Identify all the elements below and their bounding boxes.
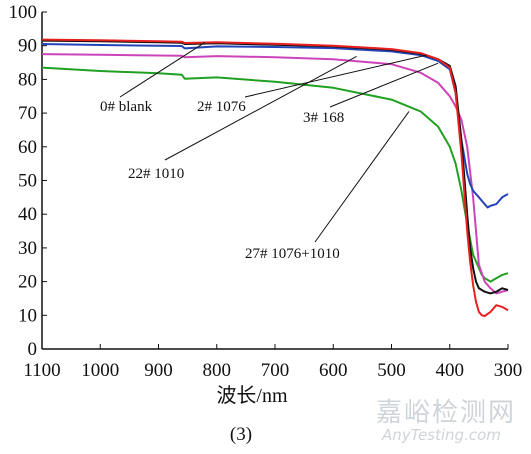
series-line-0-blank xyxy=(41,38,509,317)
plot-frame xyxy=(41,12,508,350)
annotation-leader-line xyxy=(119,41,206,98)
x-tick-label: 900 xyxy=(144,360,173,381)
annotation-label: 2# 1076 xyxy=(197,99,246,115)
y-tick-label: 50 xyxy=(18,171,37,192)
annotation-label: 27# 1076+1010 xyxy=(245,246,340,262)
x-ticks: 1100 1000 900 800 700 600 500 400 300 xyxy=(23,344,522,381)
x-tick-label: 400 xyxy=(436,360,465,381)
x-tick-label: 800 xyxy=(203,360,232,381)
y-tick-label: 0 xyxy=(28,339,38,360)
watermark-en: AnyTesting.com xyxy=(382,426,501,444)
series-line-27-1076-1010 xyxy=(41,66,509,283)
x-axis-title: 波长/nm xyxy=(216,384,288,407)
annotation-leader-line xyxy=(329,62,439,108)
y-tick-label: 30 xyxy=(18,238,37,259)
annotation-label: 0# blank xyxy=(100,99,153,115)
figure-caption: (3) xyxy=(230,424,252,445)
y-tick-label: 100 xyxy=(9,2,38,23)
y-tick-label: 80 xyxy=(18,69,37,90)
annotation-leader-line xyxy=(244,54,427,98)
x-tick-label: 500 xyxy=(377,360,406,381)
y-tick-label: 70 xyxy=(18,103,37,124)
x-tick-label: 1100 xyxy=(23,360,60,381)
y-tick-label: 40 xyxy=(18,204,37,225)
watermark-cn: 嘉峪检测网 xyxy=(376,398,517,428)
annotation-label: 3# 168 xyxy=(303,110,344,126)
y-tick-label: 10 xyxy=(18,305,37,326)
y-ticks: 0 10 20 30 40 50 60 70 80 90 100 xyxy=(9,2,47,360)
annotation-leader-line xyxy=(314,111,410,243)
y-tick-label: 60 xyxy=(18,137,37,158)
y-tick-label: 20 xyxy=(18,272,37,293)
x-tick-label: 1000 xyxy=(81,360,119,381)
x-tick-label: 600 xyxy=(319,360,348,381)
annotation-leader-line xyxy=(164,56,357,161)
series-layer xyxy=(41,38,509,317)
annotation-layer: 0# blank 2# 1076 3# 168 22# 1010 27# 1076+10… xyxy=(100,41,439,262)
y-tick-label: 90 xyxy=(18,36,37,57)
x-tick-label: 700 xyxy=(261,360,290,381)
annotation-label: 22# 1010 xyxy=(128,166,184,182)
x-tick-label: 300 xyxy=(494,360,523,381)
